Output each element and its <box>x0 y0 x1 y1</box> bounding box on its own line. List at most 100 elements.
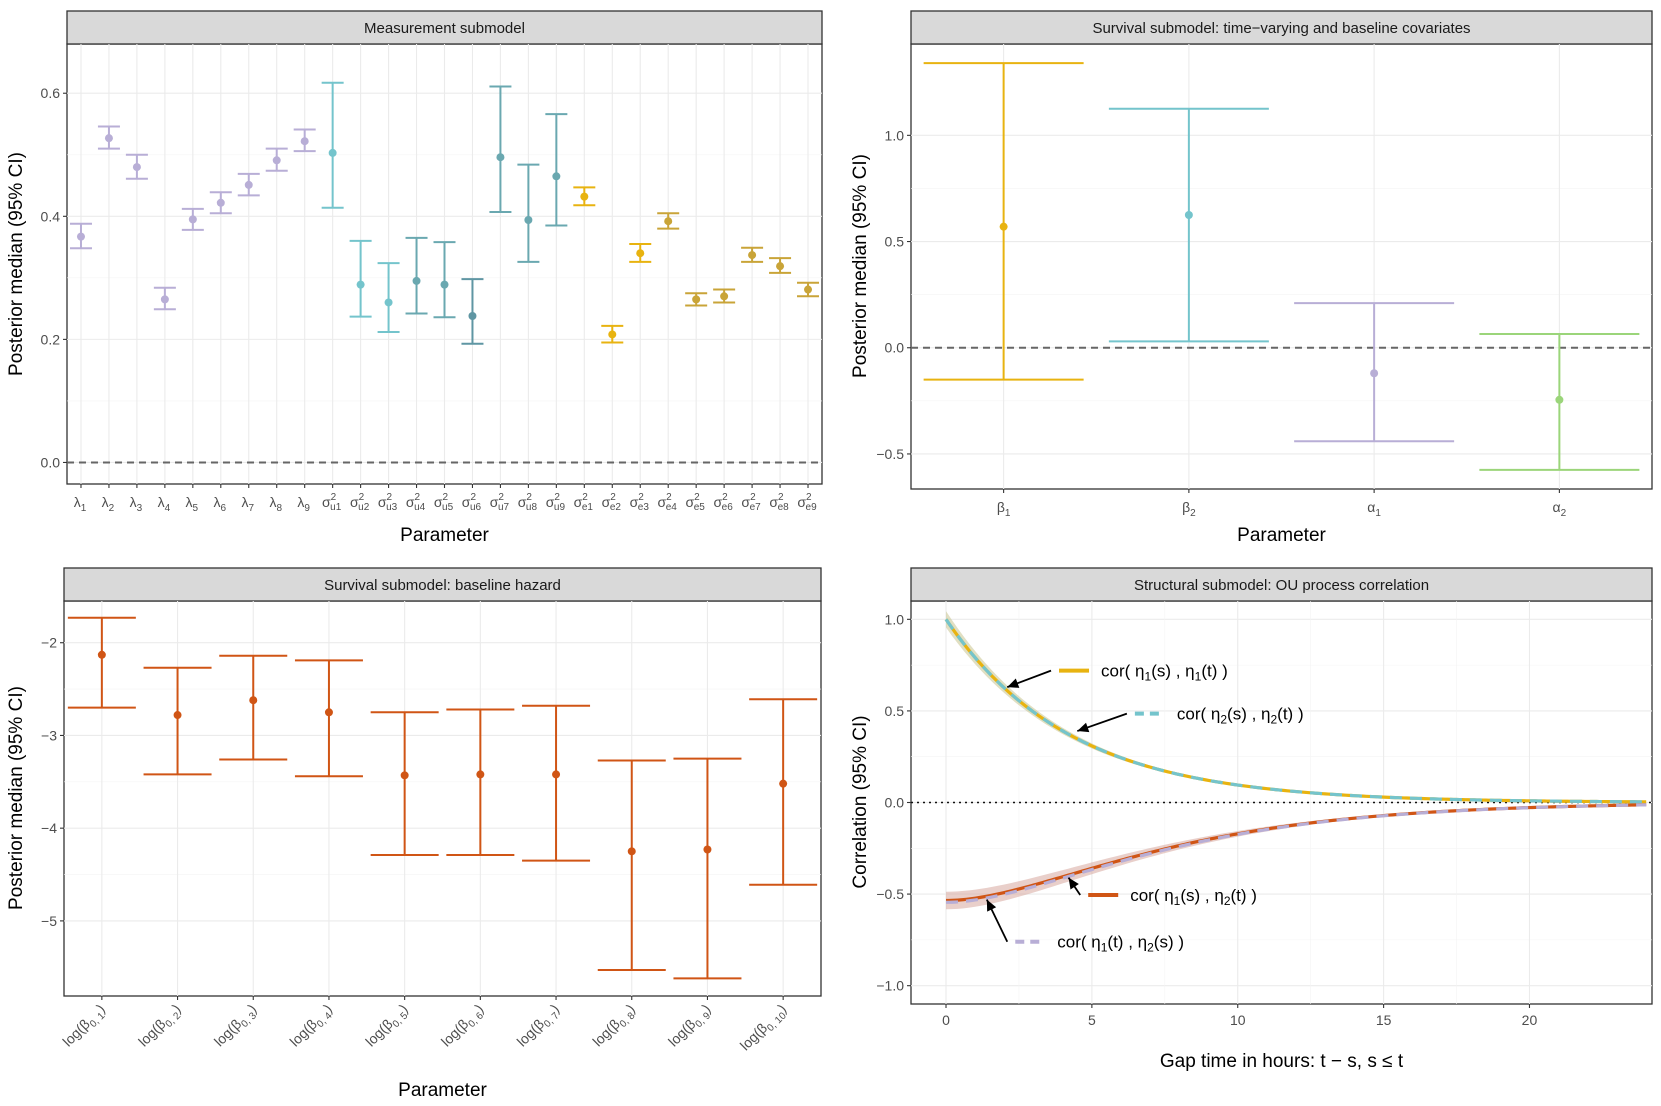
panel-strip <box>66 10 823 45</box>
x-tick-labels: 0 5 10 15 20 <box>942 1004 1537 1028</box>
error-bar <box>673 757 742 980</box>
x-tick-label: σ2 e4 <box>658 492 678 513</box>
error-bar <box>181 207 204 231</box>
error-bar <box>545 113 568 227</box>
median-point <box>328 148 337 157</box>
median-point <box>412 276 421 285</box>
x-tick-labels: λ1 λ2 λ3 λ4 λ5 λ6 λ7 λ8 λ9 σ2 u1 σ2 u2 σ2 u3 σ2 u4 σ2 u5 σ2… <box>74 484 817 514</box>
x-tick-label: 20 <box>1522 1012 1538 1028</box>
error-bar <box>657 212 680 230</box>
error-bar <box>294 659 363 778</box>
median-point <box>468 312 477 320</box>
legend-label: cor( η1(t) , η2(s) ) <box>1057 933 1184 955</box>
x-axis-title: Parameter <box>400 525 489 546</box>
median-point <box>1370 369 1379 378</box>
x-tick-label: σ2 u8 <box>518 492 538 513</box>
median-point <box>440 280 449 289</box>
error-bar <box>517 163 540 263</box>
median-point <box>400 771 409 780</box>
median-point <box>476 770 485 779</box>
median-point <box>244 180 253 189</box>
x-tick-label: λ7 <box>241 494 254 514</box>
error-bar <box>405 236 428 315</box>
x-tick-label: σ2 e2 <box>602 492 622 513</box>
y-tick-label: −3 <box>41 727 57 743</box>
x-tick-label: λ3 <box>130 494 143 514</box>
median-point <box>692 295 701 304</box>
y-tick-label: 0.5 <box>885 703 905 719</box>
y-tick-label: −0.5 <box>876 886 904 902</box>
ou-correlation-panel: Structural submodel: OU process correlat… <box>850 567 1653 1072</box>
median-point <box>160 295 169 304</box>
error-bar <box>349 239 372 318</box>
y-tick-label: 0.0 <box>885 795 905 811</box>
median-point <box>552 770 561 779</box>
y-axis-title: Posterior median (95% CI) <box>6 152 27 376</box>
median-point <box>703 845 712 854</box>
error-bar <box>293 128 316 153</box>
x-tick-label: log(β0, 5) <box>362 1001 413 1052</box>
x-tick-label: σ2 u5 <box>434 492 454 513</box>
median-point <box>272 156 281 165</box>
error-bar <box>461 278 484 345</box>
median-point <box>104 134 113 143</box>
x-tick-label: λ8 <box>269 494 282 514</box>
x-tick-label: σ2 e3 <box>630 492 650 513</box>
median-point <box>636 249 645 258</box>
panel-strip <box>910 10 1653 45</box>
marks <box>911 62 1652 471</box>
error-bar <box>97 125 120 150</box>
series-annotation: cor( η2(s) , η2(t) ) <box>1076 705 1304 733</box>
x-tick-label: σ2 u2 <box>350 492 370 513</box>
median-point <box>748 251 757 260</box>
median-point <box>216 198 225 207</box>
error-bar <box>713 288 736 304</box>
median-point <box>1555 395 1564 404</box>
median-point <box>608 330 617 339</box>
error-bar <box>219 654 288 761</box>
x-tick-label: 0 <box>942 1012 950 1028</box>
panel-strip <box>910 567 1653 602</box>
median-point <box>552 172 561 181</box>
x-tick-label: log(β0, 2) <box>135 1001 186 1052</box>
error-bar <box>125 153 148 180</box>
annotation-arrow-head <box>1068 877 1079 890</box>
legend-label: cor( η1(s) , η2(t) ) <box>1130 886 1257 908</box>
marks <box>67 81 822 464</box>
x-tick-label: β1 <box>997 499 1011 519</box>
median-point <box>720 292 729 301</box>
marks <box>67 616 818 980</box>
y-tick-labels: 0.0 0.2 0.4 0.6 <box>41 85 67 470</box>
y-tick-label: 0.0 <box>41 454 61 470</box>
x-tick-label: log(β0, 10) <box>737 1001 792 1056</box>
median-point <box>779 779 788 788</box>
error-bar <box>446 708 515 857</box>
x-tick-label: β2 <box>1182 499 1196 519</box>
legend-label: cor( η2(s) , η2(t) ) <box>1177 705 1304 727</box>
error-bar <box>489 85 512 213</box>
median-point <box>76 232 85 241</box>
x-tick-label: σ2 u6 <box>462 492 482 513</box>
y-tick-labels: −0.5 0.0 0.5 1.0 <box>876 127 911 462</box>
x-axis-title: Parameter <box>398 1080 487 1101</box>
x-tick-label: σ2 e6 <box>713 492 733 513</box>
series-line <box>945 803 1647 903</box>
x-tick-label: σ2 u4 <box>406 492 426 513</box>
x-tick-label: 15 <box>1376 1012 1392 1028</box>
x-tick-label: log(β0, 3) <box>211 1001 262 1052</box>
median-point <box>249 696 258 705</box>
x-tick-label: σ2 u3 <box>378 492 398 513</box>
error-bar <box>1294 302 1455 443</box>
error-bar <box>69 222 92 250</box>
median-point <box>999 222 1008 231</box>
panel-title: Survival submodel: time−varying and base… <box>1092 20 1470 37</box>
annotation-arrow-head <box>986 899 997 912</box>
error-bar <box>143 666 212 776</box>
y-tick-label: 0.0 <box>885 340 905 356</box>
annotation-arrow-head <box>1077 722 1090 733</box>
error-bar <box>685 292 708 307</box>
error-bar <box>522 704 591 862</box>
x-tick-label: σ2 e9 <box>797 492 817 513</box>
median-point <box>1184 210 1193 219</box>
error-bar <box>797 281 820 298</box>
